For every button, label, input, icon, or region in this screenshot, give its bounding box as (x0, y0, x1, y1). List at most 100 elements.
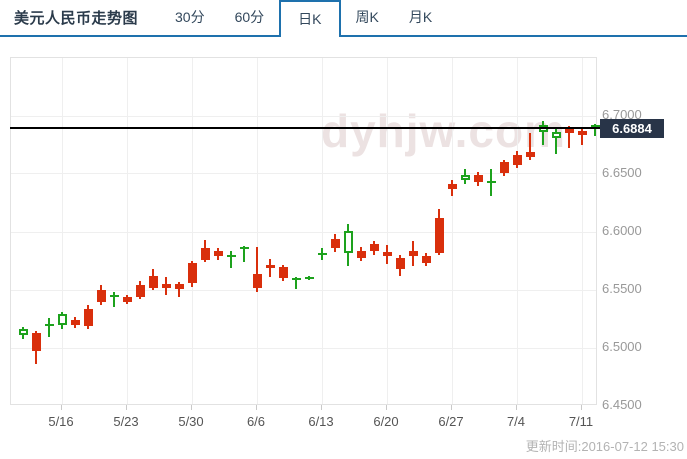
candle-6/10 (304, 277, 314, 280)
candle-7/1 (499, 162, 509, 173)
candle-6/16 (356, 250, 366, 258)
candle-5/11 (18, 329, 28, 336)
tab-30min[interactable]: 30分 (175, 9, 205, 25)
candle-wick (113, 292, 115, 308)
candle-wick (178, 281, 180, 297)
x-axis-label: 6/20 (373, 414, 399, 429)
tab-weekly-k[interactable]: 周K (355, 9, 379, 25)
x-axis-tick (321, 405, 322, 410)
y-axis-label: 6.4500 (602, 397, 642, 412)
x-axis-tick (126, 405, 127, 410)
x-axis-tick (191, 405, 192, 410)
chart-header: 美元人民币走势图 30分 60分 日K 周K 月K (0, 0, 687, 37)
v-gridline (452, 58, 453, 404)
candle-6/8 (278, 266, 288, 279)
candle-6/2 (226, 255, 236, 258)
candle-wick (555, 128, 557, 155)
candle-6/6 (252, 273, 262, 288)
candle-wick (295, 277, 297, 289)
x-axis-label: 6/27 (438, 414, 464, 429)
x-axis-label: 5/30 (178, 414, 204, 429)
x-axis-tick (451, 405, 452, 410)
candle-6/27 (447, 184, 457, 189)
candle-7/5 (525, 152, 535, 157)
h-gridline (11, 348, 596, 349)
candle-5/13 (44, 323, 54, 326)
candle-5/25 (148, 276, 158, 288)
candle-6/14 (330, 239, 340, 249)
y-axis-label: 6.5000 (602, 339, 642, 354)
candle-5/26 (161, 284, 171, 288)
candle-6/7 (265, 264, 275, 268)
candle-6/22 (408, 250, 418, 257)
current-price-tag: 6.6884 (600, 119, 664, 138)
candle-6/21 (395, 257, 405, 270)
candle-6/29 (473, 175, 483, 183)
v-gridline (127, 58, 128, 404)
candle-5/31 (200, 248, 210, 260)
candle-6/13 (317, 252, 327, 256)
y-axis-label: 6.7000 (602, 107, 642, 122)
candle-7/8 (564, 128, 574, 134)
candle-wick (594, 124, 596, 136)
candle-5/24 (135, 285, 145, 297)
v-gridline (582, 58, 583, 404)
candle-wick (230, 250, 232, 268)
candle-6/28 (460, 175, 470, 180)
update-time: 更新时间:2016-07-12 15:30 (525, 439, 684, 454)
y-axis-label: 6.6000 (602, 223, 642, 238)
candle-6/1 (213, 250, 223, 257)
candle-5/20 (109, 294, 119, 297)
candle-6/23 (421, 256, 431, 264)
candle-wick (542, 120, 544, 145)
x-axis-label: 5/23 (113, 414, 139, 429)
watermark: dyhjw.com (321, 105, 566, 157)
x-axis-label: 6/13 (308, 414, 334, 429)
candle-wick (256, 247, 258, 293)
candle-7/4 (512, 155, 522, 165)
x-axis-tick (386, 405, 387, 410)
candle-wick (581, 128, 583, 145)
candle-5/16 (57, 314, 67, 325)
tab-monthly-k[interactable]: 月K (408, 9, 433, 25)
current-price-line (10, 127, 602, 129)
v-gridline (517, 58, 518, 404)
h-gridline (11, 173, 596, 174)
y-axis-label: 6.5500 (602, 281, 642, 296)
candle-6/15 (343, 230, 353, 253)
candle-wick (48, 317, 50, 338)
candle-6/20 (382, 251, 392, 257)
v-gridline (192, 58, 193, 404)
h-gridline (11, 116, 596, 117)
candle-7/11 (577, 131, 587, 135)
tab-daily-k[interactable]: 日K (279, 0, 341, 37)
candle-5/17 (70, 320, 80, 325)
tab-60min[interactable]: 60分 (234, 9, 265, 25)
candle-5/18 (83, 308, 93, 326)
x-axis-label: 5/16 (48, 414, 74, 429)
candle-6/30 (486, 181, 496, 184)
candle-7/7 (551, 132, 561, 138)
candle-6/9 (291, 278, 301, 281)
x-axis-label: 7/4 (506, 414, 526, 429)
candle-wick (529, 133, 531, 161)
x-axis-tick (61, 405, 62, 410)
v-gridline (62, 58, 63, 404)
v-gridline (387, 58, 388, 404)
x-axis-tick (581, 405, 582, 410)
v-gridline (322, 58, 323, 404)
candle-6/17 (369, 243, 379, 251)
candle-6/24 (434, 218, 444, 253)
v-gridline (257, 58, 258, 404)
candle-wick (568, 126, 570, 149)
h-gridline (11, 232, 596, 233)
page-title: 美元人民币走势图 (14, 10, 139, 27)
candle-5/23 (122, 297, 132, 302)
x-axis-tick (256, 405, 257, 410)
chart-plot-area (10, 57, 600, 405)
candle-5/12 (31, 332, 41, 352)
candle-5/30 (187, 263, 197, 283)
candle-5/19 (96, 290, 106, 302)
